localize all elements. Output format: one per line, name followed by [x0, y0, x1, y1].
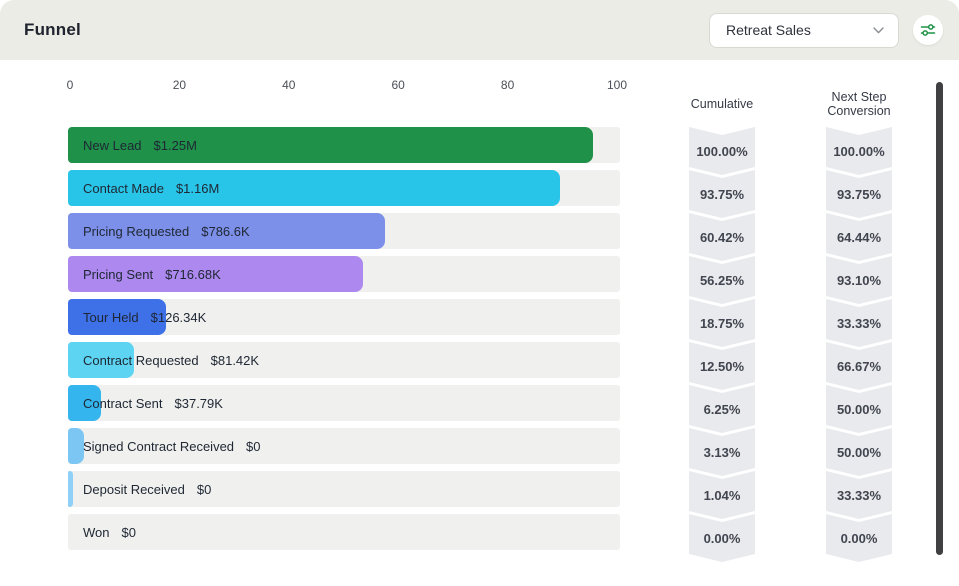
x-axis-tick: 80	[500, 78, 515, 92]
chevron-down-icon	[873, 26, 884, 33]
cumulative-badge: 56.25%	[689, 256, 755, 304]
funnel-stage-amount: $1.16M	[175, 180, 220, 196]
funnel-stage-amount: $37.79K	[174, 395, 223, 411]
funnel-stage-label: Pricing Requested	[83, 223, 190, 239]
x-axis: 0 20 40 60 80 100	[66, 78, 627, 94]
next-step-conversion-badge: 33.33%	[826, 471, 892, 519]
funnel-stage-bar	[68, 342, 134, 378]
funnel-stage-row[interactable]: Contract Requested $81.42K	[68, 342, 620, 378]
cumulative-badge: 12.50%	[689, 342, 755, 390]
funnel-stage-amount: $716.68K	[165, 266, 221, 282]
next-step-conversion-badge: 64.44%	[826, 213, 892, 261]
funnel-stage-text: Contract Sent $37.79K	[83, 385, 223, 421]
cumulative-badge: 18.75%	[689, 299, 755, 347]
page-title: Funnel	[24, 20, 81, 39]
funnel-stage-text: New Lead $1.25M	[83, 127, 197, 163]
funnel-stage-label: Deposit Received	[83, 481, 185, 497]
funnel-stage-row[interactable]: Contact Made $1.16M	[68, 170, 620, 206]
funnel-stage-text: Contact Made $1.16M	[83, 170, 219, 206]
funnel-stage-bar	[68, 385, 101, 421]
funnel-stage-bar	[68, 471, 74, 507]
funnel-stage-label: New Lead	[83, 137, 142, 153]
funnel-stage-text: Contract Requested $81.42K	[83, 342, 259, 378]
next-step-conversion-badge: 66.67%	[826, 342, 892, 390]
funnel-bars: New Lead $1.25M Contact Made $1.16M Pricing …	[68, 127, 620, 557]
funnel-stage-text: Pricing Sent $716.68K	[83, 256, 221, 292]
cumulative-column-header: Cumulative	[690, 97, 754, 111]
funnel-stage-row[interactable]: Contract Sent $37.79K	[68, 385, 620, 421]
funnel-stage-label: Signed Contract Received	[83, 438, 235, 454]
funnel-stage-bar	[68, 428, 85, 464]
next-step-conversion-column-header: Next Step Conversion	[827, 90, 891, 118]
next-step-conversion-badge: 50.00%	[826, 428, 892, 476]
funnel-stage-row[interactable]: New Lead $1.25M	[68, 127, 620, 163]
funnel-stage-label: Contact Made	[83, 180, 164, 196]
next-step-conversion-badge: 93.10%	[826, 256, 892, 304]
funnel-stage-row[interactable]: Pricing Sent $716.68K	[68, 256, 620, 292]
filter-settings-button[interactable]	[913, 15, 943, 45]
next-step-conversion-badge: 100.00%	[826, 127, 892, 175]
cumulative-badge: 3.13%	[689, 428, 755, 476]
funnel-chart-card: 0 20 40 60 80 100 Cumulative Next Step Conver…	[0, 60, 959, 586]
funnel-stage-bar	[68, 127, 594, 163]
pipeline-selector[interactable]: Retreat Sales	[709, 12, 899, 48]
funnel-stage-amount: $81.42K	[210, 352, 260, 368]
funnel-stage-amount: $786.6K	[201, 223, 250, 239]
funnel-stage-text: Won $0	[83, 514, 136, 550]
funnel-stage-row[interactable]: Tour Held $126.34K	[68, 299, 620, 335]
funnel-stage-bar	[68, 256, 364, 292]
funnel-stage-label: Pricing Sent	[83, 266, 154, 282]
funnel-stage-text: Deposit Received $0	[83, 471, 211, 507]
funnel-stage-amount: $0	[246, 438, 261, 454]
sliders-icon	[920, 24, 936, 36]
cumulative-badge: 60.42%	[689, 213, 755, 261]
cumulative-column: 100.00% 93.75% 60.42% 56.25% 18.75% 12.50% 6.2…	[689, 127, 755, 562]
vertical-scrollbar[interactable]	[936, 82, 943, 555]
funnel-stage-label: Contract Requested	[83, 352, 199, 368]
next-step-conversion-badge: 0.00%	[826, 514, 892, 562]
funnel-stage-text: Signed Contract Received $0	[83, 428, 261, 464]
funnel-stage-text: Tour Held $126.34K	[83, 299, 206, 335]
header-controls: Retreat Sales	[709, 12, 943, 48]
pipeline-selector-value: Retreat Sales	[726, 22, 811, 38]
next-step-conversion-badge: 33.33%	[826, 299, 892, 347]
funnel-stage-text: Pricing Requested $786.6K	[83, 213, 250, 249]
cumulative-badge: 100.00%	[689, 127, 755, 175]
funnel-stage-bar	[68, 299, 167, 335]
funnel-stage-amount: $126.34K	[150, 309, 207, 325]
funnel-stage-label: Won	[83, 524, 110, 540]
funnel-stage-amount: $0	[121, 524, 136, 540]
cumulative-badge: 6.25%	[689, 385, 755, 433]
x-axis-tick: 20	[172, 78, 187, 92]
x-axis-tick: 100	[606, 78, 628, 92]
next-step-conversion-badge: 93.75%	[826, 170, 892, 218]
funnel-stage-amount: $0	[196, 481, 212, 497]
next-step-conversion-badge: 50.00%	[826, 385, 892, 433]
x-axis-tick: 0	[66, 78, 74, 92]
cumulative-badge: 1.04%	[689, 471, 755, 519]
funnel-stage-row[interactable]: Pricing Requested $786.6K	[68, 213, 620, 249]
funnel-stage-bar	[68, 170, 561, 206]
funnel-stage-row[interactable]: Signed Contract Received $0	[68, 428, 620, 464]
funnel-stage-label: Contract Sent	[83, 395, 163, 411]
x-axis-tick: 40	[282, 78, 296, 92]
funnel-stage-bar	[68, 213, 386, 249]
x-axis-tick: 60	[391, 78, 405, 92]
funnel-stage-row[interactable]: Won $0	[68, 514, 620, 550]
funnel-stage-amount: $1.25M	[153, 137, 197, 153]
header: Funnel Retreat Sales	[0, 0, 959, 60]
cumulative-badge: 93.75%	[689, 170, 755, 218]
funnel-stage-row[interactable]: Deposit Received $0	[68, 471, 620, 507]
funnel-stage-label: Tour Held	[83, 309, 139, 325]
next-step-conversion-column: 100.00% 93.75% 64.44% 93.10% 33.33% 66.67% 50.…	[826, 127, 892, 562]
cumulative-badge: 0.00%	[689, 514, 755, 562]
